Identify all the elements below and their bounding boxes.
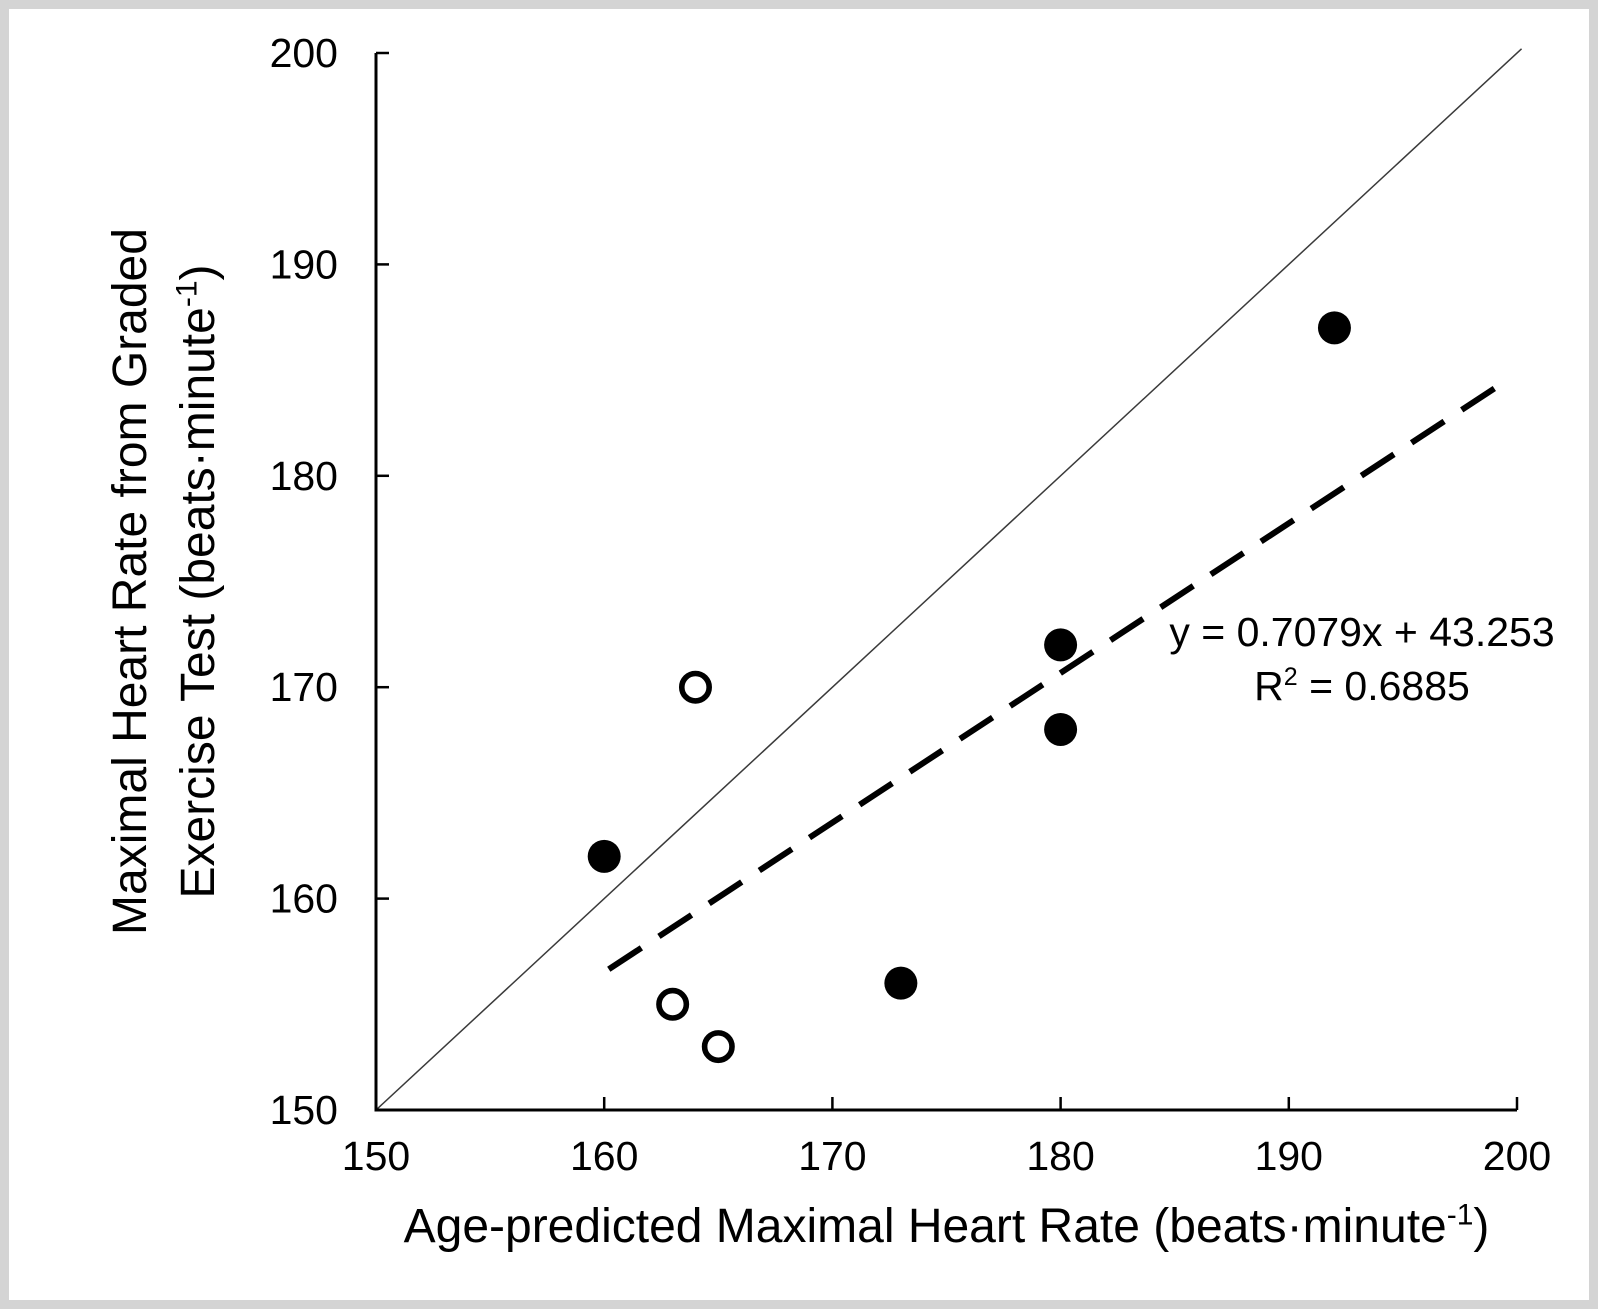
x-tick-label: 190: [1255, 1133, 1323, 1179]
identity-line: [375, 48, 1523, 1111]
data-point-open: [701, 1030, 735, 1064]
x-axis-title: Age-predicted Maximal Heart Rate (beats·…: [404, 1199, 1490, 1253]
data-point-filled: [1317, 311, 1351, 345]
x-tick-label: 150: [342, 1133, 410, 1179]
y-axis-title-line1: Maximal Heart Rate from Graded: [104, 228, 157, 935]
data-point-filled: [587, 839, 621, 873]
trendline-equation: y = 0.7079x + 43.253: [1169, 609, 1554, 655]
y-tick-label: 160: [270, 876, 338, 922]
x-tick-label: 160: [570, 1133, 638, 1179]
data-point-open: [656, 987, 690, 1021]
x-tick-label: 170: [798, 1133, 866, 1179]
y-axis-title-line2: Exercise Test (beats·minute-1): [171, 264, 225, 898]
x-tick-label: 200: [1483, 1133, 1551, 1179]
trendline-r-squared: R2 = 0.6885: [1254, 663, 1470, 709]
y-tick-label: 200: [270, 30, 338, 76]
y-tick-label: 150: [270, 1087, 338, 1133]
y-tick-label: 180: [270, 453, 338, 499]
x-tick-label: 180: [1026, 1133, 1094, 1179]
data-point-filled: [884, 966, 918, 1000]
y-tick-label: 190: [270, 241, 338, 287]
data-point-open: [678, 670, 712, 704]
data-point-filled: [1044, 628, 1078, 662]
y-tick-label: 170: [270, 664, 338, 710]
data-point-filled: [1044, 712, 1078, 746]
